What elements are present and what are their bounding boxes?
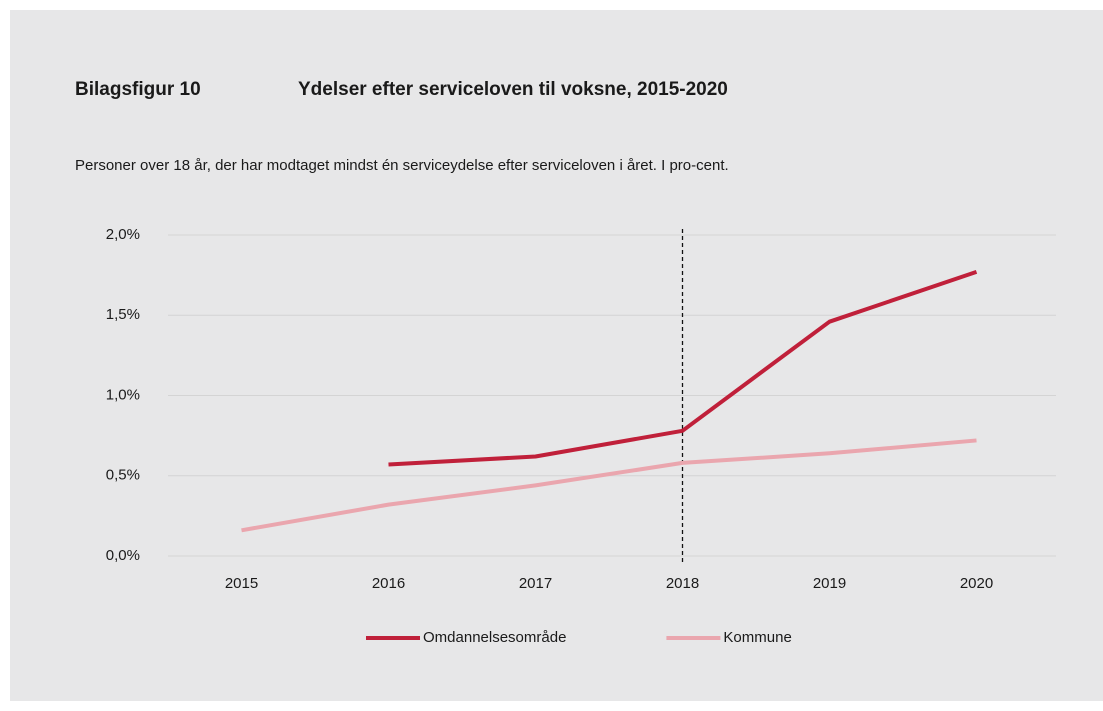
x-tick-label: 2020 [960,575,993,592]
series-line [388,270,978,467]
legend-label: Kommune [723,629,791,646]
x-tick-label: 2015 [225,575,258,592]
x-tick-label: 2017 [519,575,552,592]
x-tick-label: 2018 [666,575,699,592]
legend-label: Omdannelsesområde [423,629,566,646]
y-tick-label: 0,0% [106,547,140,564]
y-tick-label: 2,0% [106,226,140,243]
series-line [241,438,977,533]
y-tick-label: 1,5% [106,306,140,323]
background [10,10,1103,701]
x-tick-label: 2019 [813,575,846,592]
y-tick-label: 0,5% [106,467,140,484]
y-tick-label: 1,0% [106,386,140,403]
chart-subtitle: Personer over 18 år, der har modtaget mi… [75,157,729,174]
x-tick-label: 2016 [372,575,405,592]
figure-label: Bilagsfigur 10 [75,79,201,100]
chart-title: Ydelser efter serviceloven til voksne, 2… [298,79,728,100]
